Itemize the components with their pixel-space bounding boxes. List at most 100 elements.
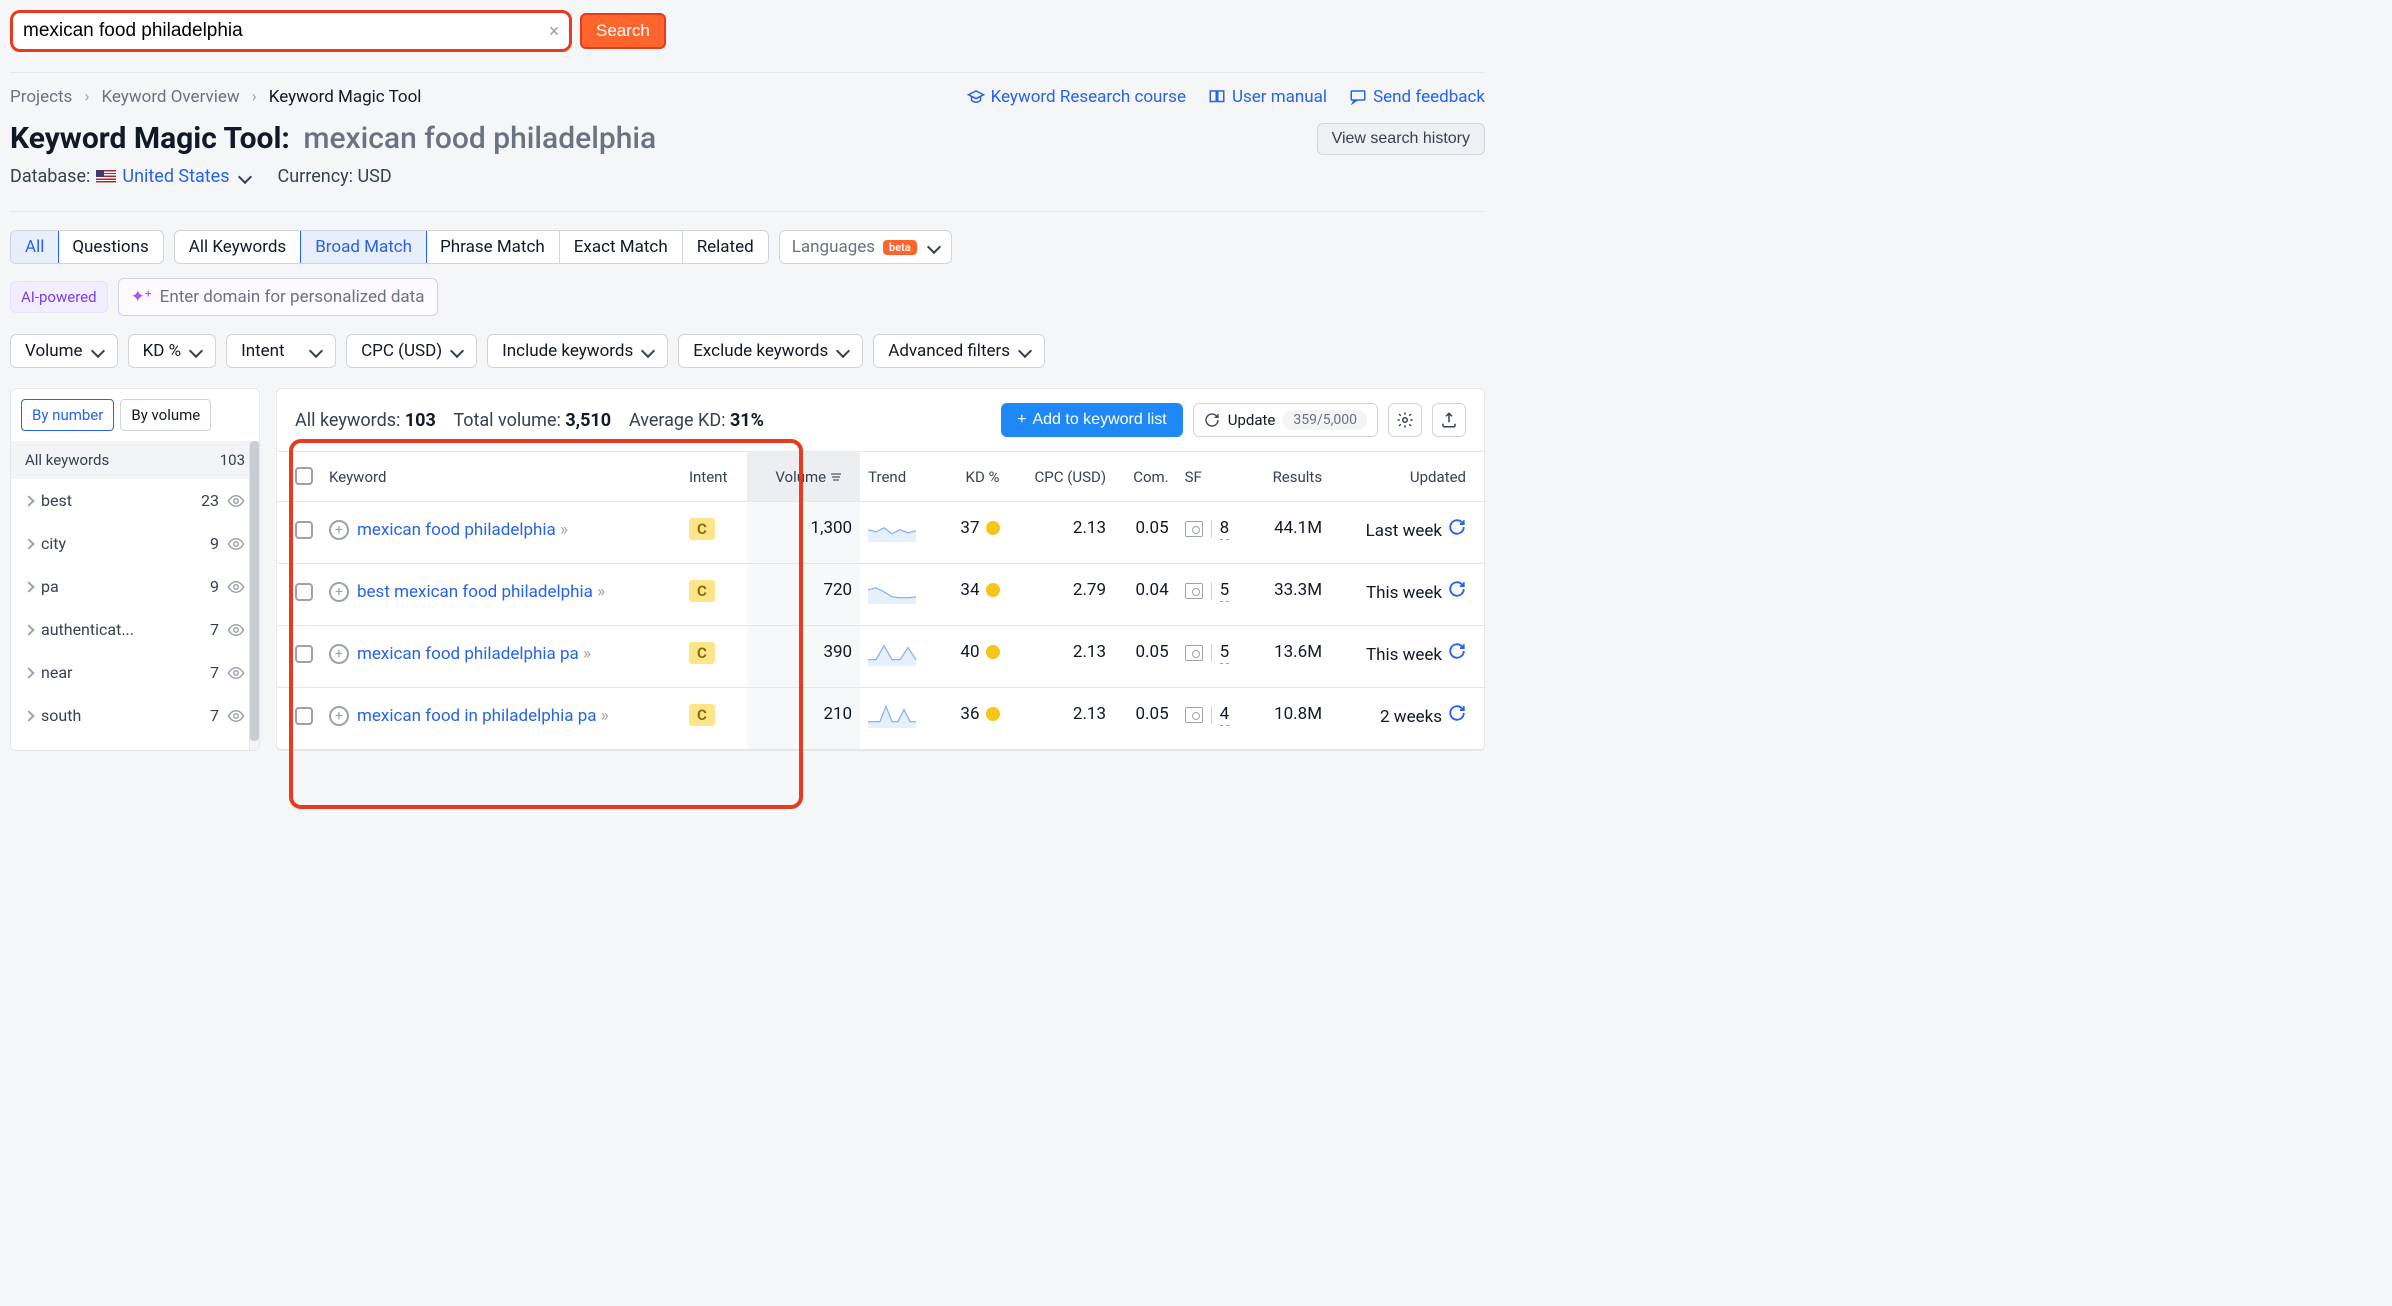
link-user-manual[interactable]: User manual: [1208, 87, 1327, 107]
search-button[interactable]: Search: [580, 13, 666, 49]
col-intent[interactable]: Intent: [681, 452, 747, 502]
tab-exact-match[interactable]: Exact Match: [560, 231, 683, 263]
keyword-link[interactable]: mexican food philadelphia »: [357, 518, 568, 544]
expand-icon[interactable]: +: [329, 644, 349, 664]
row-checkbox[interactable]: [295, 707, 313, 725]
kd-dot-icon: [986, 707, 1000, 721]
chevron-down-icon: [237, 169, 251, 183]
expand-icon[interactable]: +: [329, 582, 349, 602]
ai-powered-badge: AI-powered: [10, 281, 108, 313]
cpc-cell: 2.13: [1008, 502, 1115, 564]
select-all-checkbox[interactable]: [295, 467, 313, 485]
filter-cpc[interactable]: CPC (USD): [346, 334, 477, 368]
filter-include[interactable]: Include keywords: [487, 334, 668, 368]
eye-icon[interactable]: [227, 707, 245, 725]
chevron-right-icon: ›: [84, 87, 89, 107]
breadcrumb-current: Keyword Magic Tool: [269, 87, 422, 107]
tab-phrase-match[interactable]: Phrase Match: [426, 231, 560, 263]
col-com[interactable]: Com.: [1114, 452, 1177, 502]
sidebar-item[interactable]: near 7: [11, 651, 259, 694]
tab-all[interactable]: All: [10, 230, 59, 264]
divider: [10, 72, 1485, 73]
sf-cell[interactable]: 8: [1185, 518, 1243, 540]
filter-kd[interactable]: KD %: [128, 334, 217, 368]
link-research-course[interactable]: Keyword Research course: [967, 87, 1186, 107]
clear-search-icon[interactable]: ×: [549, 21, 559, 42]
sidebar-item[interactable]: authenticat... 7: [11, 608, 259, 651]
col-volume[interactable]: Volume: [747, 452, 860, 502]
scrollbar[interactable]: [249, 441, 259, 751]
double-chevron-icon: »: [597, 582, 605, 602]
search-input[interactable]: [23, 20, 549, 42]
refresh-icon[interactable]: [1448, 642, 1466, 660]
sidebar-item[interactable]: pa 9: [11, 565, 259, 608]
sidebar-header[interactable]: All keywords 103: [11, 441, 259, 479]
tab-related[interactable]: Related: [683, 231, 768, 263]
sf-cell[interactable]: 4: [1185, 704, 1243, 726]
row-checkbox[interactable]: [295, 645, 313, 663]
trend-sparkline: [868, 704, 918, 728]
row-checkbox[interactable]: [295, 583, 313, 601]
volume-cell: 390: [747, 626, 860, 688]
cpc-cell: 2.79: [1008, 564, 1115, 626]
add-to-keyword-list-button[interactable]: +Add to keyword list: [1001, 403, 1183, 437]
refresh-icon[interactable]: [1448, 580, 1466, 598]
chevron-right-icon: [23, 495, 34, 506]
col-updated[interactable]: Updated: [1330, 452, 1484, 502]
filter-volume[interactable]: Volume: [10, 334, 118, 368]
view-history-button[interactable]: View search history: [1317, 123, 1485, 155]
expand-icon[interactable]: +: [329, 520, 349, 540]
row-checkbox[interactable]: [295, 521, 313, 539]
col-cpc[interactable]: CPC (USD): [1008, 452, 1115, 502]
col-kd[interactable]: KD %: [940, 452, 1007, 502]
tab-broad-match[interactable]: Broad Match: [300, 230, 427, 264]
link-send-feedback[interactable]: Send feedback: [1349, 87, 1485, 107]
breadcrumb-overview[interactable]: Keyword Overview: [101, 87, 239, 107]
filter-exclude[interactable]: Exclude keywords: [678, 334, 863, 368]
keyword-link[interactable]: mexican food in philadelphia pa »: [357, 704, 609, 730]
chevron-down-icon: [309, 344, 323, 358]
scroll-thumb[interactable]: [250, 441, 259, 741]
languages-dropdown[interactable]: Languages beta: [779, 230, 952, 264]
tab-questions[interactable]: Questions: [58, 231, 162, 263]
expand-icon[interactable]: +: [329, 706, 349, 726]
update-button[interactable]: Update 359/5,000: [1193, 403, 1378, 437]
eye-icon[interactable]: [227, 492, 245, 510]
settings-button[interactable]: [1388, 403, 1422, 437]
kd-cell: 40: [940, 626, 1007, 688]
sidebar-item[interactable]: south 7: [11, 694, 259, 737]
eye-icon[interactable]: [227, 664, 245, 682]
eye-icon[interactable]: [227, 535, 245, 553]
database-link[interactable]: United States: [122, 166, 249, 187]
filter-intent[interactable]: Intent: [226, 334, 336, 368]
sidebar-item[interactable]: city 9: [11, 522, 259, 565]
col-sf[interactable]: SF: [1177, 452, 1251, 502]
sf-cell[interactable]: 5: [1185, 642, 1243, 664]
table-row: +mexican food philadelphia » C 1,300 37 …: [277, 502, 1484, 564]
kd-cell: 36: [940, 688, 1007, 750]
refresh-icon[interactable]: [1448, 518, 1466, 536]
refresh-icon: [1204, 412, 1220, 428]
sidebar-tab-by-volume[interactable]: By volume: [120, 399, 211, 431]
sidebar-tab-by-number[interactable]: By number: [21, 399, 114, 431]
updated-cell: This week: [1330, 564, 1484, 626]
eye-icon[interactable]: [227, 578, 245, 596]
eye-icon[interactable]: [227, 621, 245, 639]
keyword-link[interactable]: best mexican food philadelphia »: [357, 580, 605, 606]
keyword-link[interactable]: mexican food philadelphia pa »: [357, 642, 591, 668]
refresh-icon[interactable]: [1448, 704, 1466, 722]
export-button[interactable]: [1432, 403, 1466, 437]
book-icon: [1208, 88, 1226, 106]
sf-cell[interactable]: 5: [1185, 580, 1243, 602]
filter-advanced[interactable]: Advanced filters: [873, 334, 1045, 368]
tab-all-keywords[interactable]: All Keywords: [175, 231, 301, 263]
ai-domain-input[interactable]: ✦⁺ Enter domain for personalized data: [118, 278, 438, 316]
col-results[interactable]: Results: [1250, 452, 1330, 502]
sidebar-item[interactable]: best 23: [11, 479, 259, 522]
gear-icon: [1396, 411, 1414, 429]
col-keyword[interactable]: Keyword: [321, 452, 681, 502]
database-selector: Database: United States: [10, 166, 250, 187]
breadcrumb-projects[interactable]: Projects: [10, 87, 72, 107]
plus-icon: +: [1017, 411, 1026, 429]
col-trend[interactable]: Trend: [860, 452, 940, 502]
